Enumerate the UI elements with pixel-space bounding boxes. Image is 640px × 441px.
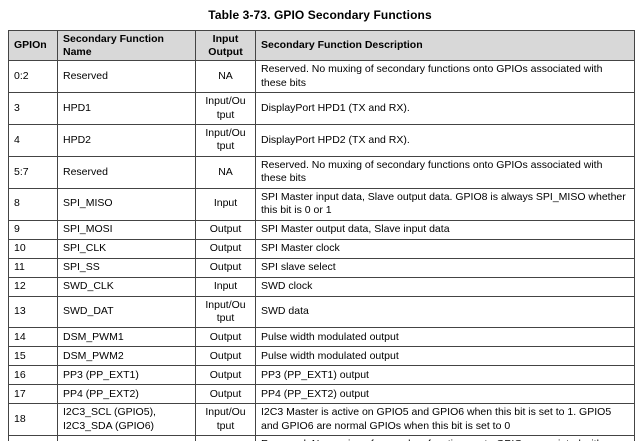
cell-gpion: 12 [8,276,58,297]
cell-function-name: PP3 (PP_EXT1) [57,365,196,386]
header-name: Secondary Function Name [57,29,196,62]
cell-description: DisplayPort HPD2 (TX and RX). [255,123,635,157]
cell-function-name: SPI_CLK [57,238,196,259]
cell-gpion: 0:2 [8,60,58,94]
cell-input-output: Output [195,219,256,240]
cell-input-output: NA [195,60,256,94]
table-row: 11 SPI_SS Output SPI slave select [8,257,635,278]
cell-description: SWD clock [255,276,635,297]
cell-gpion: 16 [8,365,58,386]
cell-gpion: 13 [8,295,58,329]
cell-gpion: 10 [8,238,58,259]
table-row: 3 HPD1 Input/Ou tput DisplayPort HPD1 (T… [8,92,635,125]
table-row: 17 PP4 (PP_EXT2) Output PP4 (PP_EXT2) ou… [8,384,635,405]
cell-input-output: Output [195,257,256,278]
cell-input-output: Output [195,327,256,348]
cell-description: DisplayPort HPD1 (TX and RX). [255,92,635,125]
cell-gpion: 15 [8,346,58,367]
gpio-secondary-functions-table: GPIOn Secondary Function Name Input Outp… [8,29,635,441]
cell-description: Reserved. No muxing of secondary functio… [255,60,635,94]
header-input-output: Input Output [195,29,256,62]
table-body: 0:2 Reserved NA Reserved. No muxing of s… [8,60,635,441]
cell-description: PP3 (PP_EXT1) output [255,365,635,386]
cell-input-output: Input [195,187,256,221]
cell-input-output: Input/Ou tput [195,295,256,329]
cell-function-name: PP4 (PP_EXT2) [57,384,196,405]
table-row: 16 PP3 (PP_EXT1) Output PP3 (PP_EXT1) ou… [8,365,635,386]
table-title: Table 3-73. GPIO Secondary Functions [208,8,432,22]
cell-input-output: Output [195,346,256,367]
cell-description: Reserved. No muxing of secondary functio… [255,155,635,189]
cell-function-name: DSM_PWM1 [57,327,196,348]
cell-function-name: SPI_MISO [57,187,196,221]
cell-gpion: 14 [8,327,58,348]
table-row: 8 SPI_MISO Input SPI Master input data, … [8,187,635,221]
cell-input-output: NA [195,155,256,189]
cell-input-output: Input [195,276,256,297]
cell-function-name: SPI_MOSI [57,219,196,240]
cell-function-name: SWD_CLK [57,276,196,297]
cell-description: SWD data [255,295,635,329]
cell-description: SPI slave select [255,257,635,278]
header-row: GPIOn Secondary Function Name Input Outp… [8,29,635,62]
cell-gpion: 3 [8,92,58,125]
cell-description: I2C3 Master is active on GPIO5 and GPIO6… [255,403,635,437]
cell-description: SPI Master input data, Slave output data… [255,187,635,221]
cell-input-output: Output [195,384,256,405]
table-row: 5:7 Reserved NA Reserved. No muxing of s… [8,155,635,189]
cell-gpion: 9 [8,219,58,240]
cell-input-output: NA [195,435,256,441]
cell-input-output: Input/Ou tput [195,92,256,125]
cell-function-name: Reserved [57,155,196,189]
table-row: 0:2 Reserved NA Reserved. No muxing of s… [8,60,635,94]
table-row: 13 SWD_DAT Input/Ou tput SWD data [8,295,635,329]
header-gpion: GPIOn [8,29,58,62]
cell-description: Reserved. No muxing of secondary functio… [255,435,635,441]
cell-gpion: 17 [8,384,58,405]
cell-description: SPI Master clock [255,238,635,259]
cell-gpion: 8 [8,187,58,221]
cell-input-output: Output [195,238,256,259]
cell-gpion: 4 [8,123,58,157]
cell-description: SPI Master output data, Slave input data [255,219,635,240]
cell-input-output: Input/Ou tput [195,403,256,437]
table-row: 4 HPD2 Input/Ou tput DisplayPort HPD2 (T… [8,123,635,157]
cell-function-name: SWD_DAT [57,295,196,329]
cell-gpion: 18 [8,403,58,437]
table-row: 10 SPI_CLK Output SPI Master clock [8,238,635,259]
cell-function-name: Reserved [57,435,196,441]
cell-function-name: Reserved [57,60,196,94]
table-row: 9 SPI_MOSI Output SPI Master output data… [8,219,635,240]
table-row: 18 I2C3_SCL (GPIO5), I2C3_SDA (GPIO6) In… [8,403,635,437]
table-row: 15 DSM_PWM2 Output Pulse width modulated… [8,346,635,367]
cell-description: PP4 (PP_EXT2) output [255,384,635,405]
cell-function-name: HPD1 [57,92,196,125]
table-row: 12 SWD_CLK Input SWD clock [8,276,635,297]
cell-input-output: Input/Ou tput [195,123,256,157]
cell-gpion: 31:19 [8,435,58,441]
header-description: Secondary Function Description [255,29,635,62]
cell-gpion: 5:7 [8,155,58,189]
cell-function-name: SPI_SS [57,257,196,278]
cell-description: Pulse width modulated output [255,346,635,367]
cell-input-output: Output [195,365,256,386]
cell-gpion: 11 [8,257,58,278]
cell-description: Pulse width modulated output [255,327,635,348]
cell-function-name: I2C3_SCL (GPIO5), I2C3_SDA (GPIO6) [57,403,196,437]
table-row: 14 DSM_PWM1 Output Pulse width modulated… [8,327,635,348]
cell-function-name: DSM_PWM2 [57,346,196,367]
table-row: 31:19 Reserved NA Reserved. No muxing of… [8,435,635,441]
cell-function-name: HPD2 [57,123,196,157]
